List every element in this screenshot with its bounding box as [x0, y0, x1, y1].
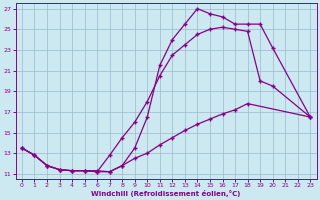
X-axis label: Windchill (Refroidissement éolien,°C): Windchill (Refroidissement éolien,°C)	[92, 190, 241, 197]
